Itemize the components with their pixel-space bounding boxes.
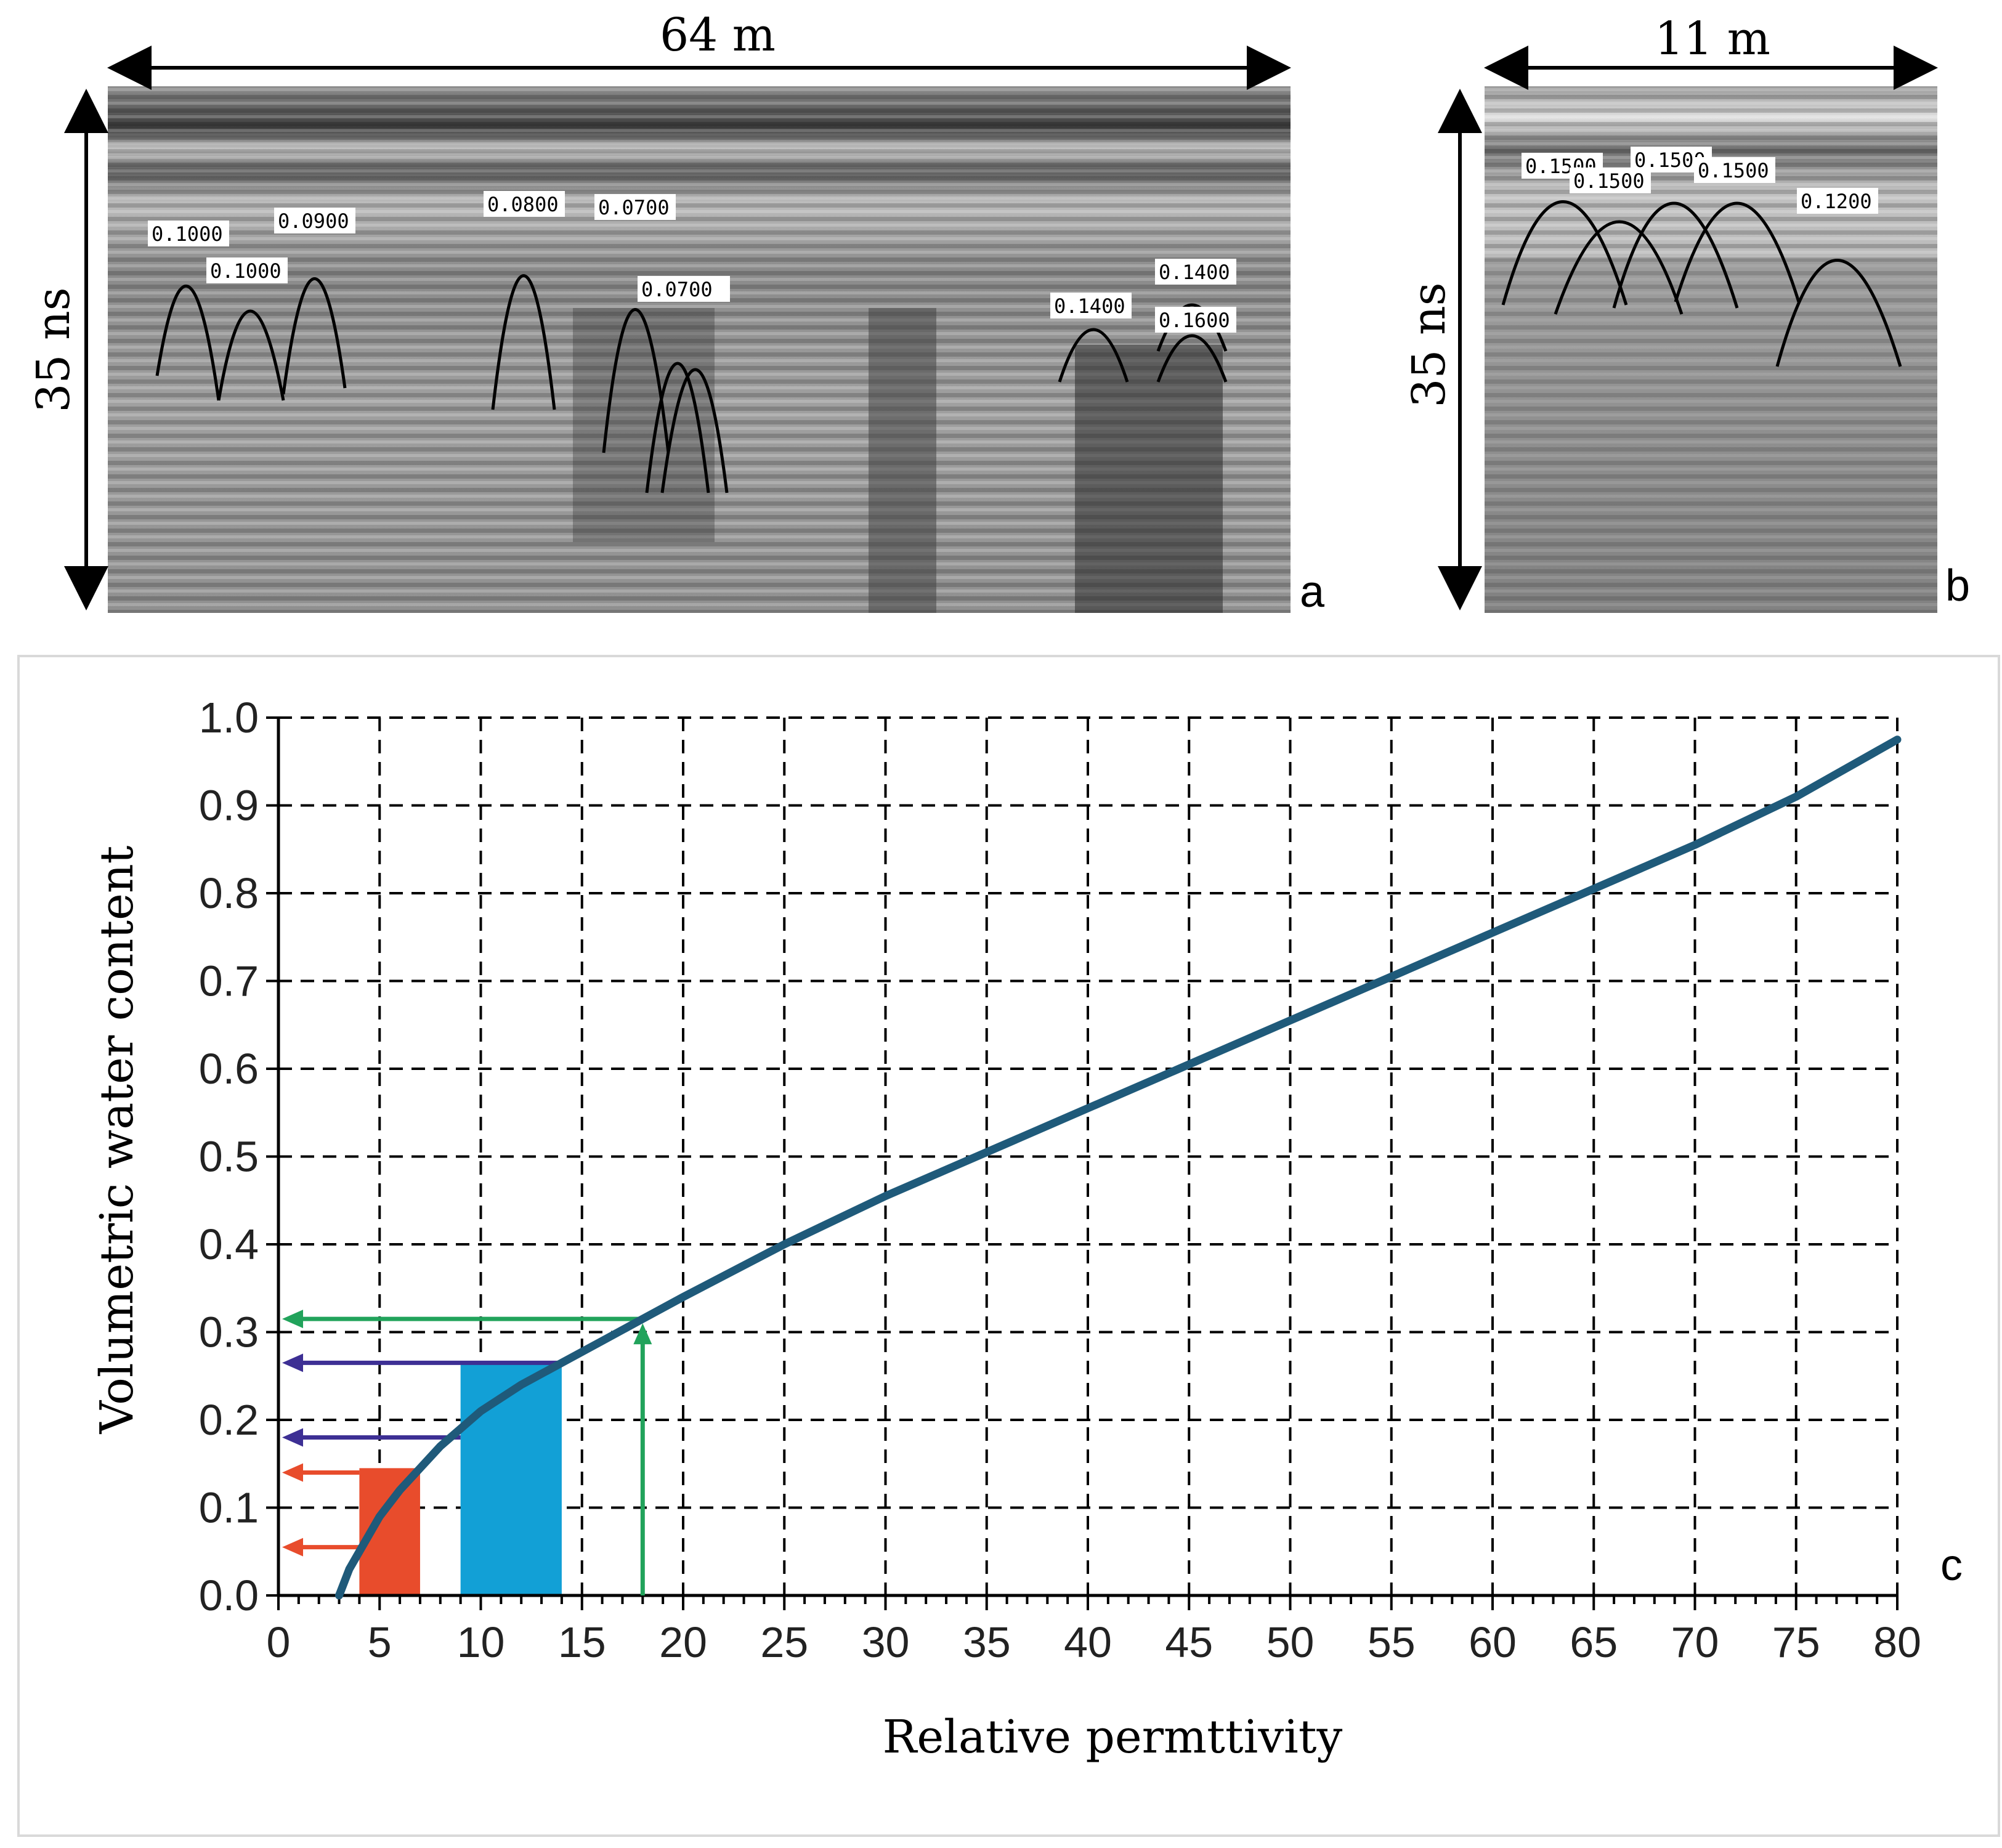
label-box xyxy=(484,191,565,217)
x-tick-label: 65 xyxy=(1570,1618,1618,1666)
water-content-chart: 0 5 10 15 20 25 30 35 40 45 50 55 60 65 70 75 80 0.0 0.1 0.… xyxy=(199,694,1921,1666)
label-box xyxy=(594,194,676,220)
x-tick-label: 0 xyxy=(267,1618,291,1666)
label-box xyxy=(1155,307,1236,333)
x-tick-label: 20 xyxy=(659,1618,707,1666)
x-tick-label: 60 xyxy=(1469,1618,1517,1666)
radargram-noise-zone xyxy=(869,308,936,613)
label-box xyxy=(638,276,730,302)
x-tick-label: 35 xyxy=(963,1618,1011,1666)
hyperbola-label: 0.1000 xyxy=(210,259,282,283)
y-tick-label: 0.0 xyxy=(199,1571,259,1619)
hyperbola-fits xyxy=(1501,200,1902,367)
hyperbola-label: 0.1500 xyxy=(1634,148,1706,172)
y-tick-label: 0.3 xyxy=(199,1308,259,1356)
hyperbola-labels-b: 0.1500 0.1500 0.1500 0.1500 0.1200 xyxy=(1522,147,1878,214)
y-tick-label: 0.2 xyxy=(199,1396,259,1444)
y-tick-label: 0.9 xyxy=(199,782,259,830)
hyperbola xyxy=(602,308,670,453)
x-tick-label: 70 xyxy=(1671,1618,1719,1666)
shaded-permittivity-range xyxy=(460,1363,562,1595)
hyperbola xyxy=(1501,200,1628,306)
y-tick-label: 0.8 xyxy=(199,869,259,917)
hyperbola xyxy=(1674,201,1801,302)
panel-letter: c xyxy=(1940,1541,1963,1590)
x-tick-label: 45 xyxy=(1165,1618,1213,1666)
label-box xyxy=(1694,157,1775,183)
x-tick-label: 25 xyxy=(760,1618,808,1666)
x-tick-label: 15 xyxy=(558,1618,606,1666)
height-label: 35 ns xyxy=(27,287,80,412)
hyperbola xyxy=(1775,259,1902,367)
width-label: 64 m xyxy=(660,9,776,62)
x-tick-label: 10 xyxy=(457,1618,505,1666)
x-tick-label: 5 xyxy=(368,1618,392,1666)
y-tick-label: 0.7 xyxy=(199,957,259,1005)
water-content-curve xyxy=(335,736,1902,1600)
panel-a: 64 m 35 ns a 0.1000 0.1000 0.0900 0.0 xyxy=(27,9,1325,617)
arrowhead xyxy=(633,1323,652,1345)
label-box xyxy=(1797,188,1878,214)
arrowhead xyxy=(282,1538,303,1557)
radargram-noise-zone xyxy=(1075,345,1223,613)
x-tick-label: 30 xyxy=(862,1618,910,1666)
hyperbola-label: 0.0700 xyxy=(598,196,670,219)
hyperbola xyxy=(660,368,729,493)
hyperbola xyxy=(1612,201,1739,309)
hyperbola-label: 0.1500 xyxy=(1573,169,1645,193)
arrowhead xyxy=(282,1310,303,1329)
x-tick-label: 40 xyxy=(1064,1618,1112,1666)
x-tick-label: 75 xyxy=(1772,1618,1820,1666)
hyperbola xyxy=(1554,220,1684,315)
y-tick-label: 1.0 xyxy=(199,694,259,742)
y-tick-label: 0.5 xyxy=(199,1133,259,1181)
width-label: 11 m xyxy=(1655,12,1770,65)
hyperbola xyxy=(1058,328,1129,383)
y-tick-label: 0.6 xyxy=(199,1045,259,1093)
panel-letter: b xyxy=(1945,561,1970,610)
y-axis-label: Volumetric water content xyxy=(91,845,144,1434)
hyperbola xyxy=(1156,334,1228,383)
label-box xyxy=(1155,259,1236,285)
hyperbola xyxy=(217,309,285,401)
hyperbola xyxy=(491,274,556,410)
hyperbola-label: 0.0900 xyxy=(278,209,349,233)
x-tick-label: 55 xyxy=(1368,1618,1416,1666)
panel-letter: a xyxy=(1300,567,1325,617)
panel-b: 11 m 35 ns b 0.1500 0.1500 0.1500 0.1500… xyxy=(1403,12,1970,613)
hyperbola xyxy=(155,285,221,401)
hyperbola-label: 0.1000 xyxy=(152,222,223,246)
panel-c: 0 5 10 15 20 25 30 35 40 45 50 55 60 65 70 75 80 0.0 0.1 0.… xyxy=(17,655,2000,1837)
hyperbola xyxy=(645,362,710,493)
hyperbola-label: 0.0800 xyxy=(487,193,559,216)
arrowhead xyxy=(282,1463,303,1482)
hyperbola-labels-a: 0.1000 0.1000 0.0900 0.0800 0.0700 0.070… xyxy=(148,191,1236,333)
hyperbola-label: 0.1500 xyxy=(1698,159,1769,182)
hyperbola xyxy=(282,277,347,395)
x-tick-label: 50 xyxy=(1266,1618,1315,1666)
x-axis-label: Relative permttivity xyxy=(883,1711,1343,1764)
height-label: 35 ns xyxy=(1403,282,1456,407)
radargram-noise-zone xyxy=(1485,259,1937,613)
label-box xyxy=(206,257,288,283)
arrowhead xyxy=(282,1428,303,1447)
x-tick-label: 80 xyxy=(1873,1618,1921,1666)
y-tick-label: 0.1 xyxy=(199,1484,259,1532)
hyperbola-label: 0.1600 xyxy=(1159,309,1230,332)
label-box xyxy=(1050,293,1132,318)
label-box xyxy=(148,221,229,246)
hyperbola-label: 0.0700 xyxy=(641,278,713,301)
hyperbola-label: 0.1400 xyxy=(1054,294,1125,318)
hyperbola-label: 0.1400 xyxy=(1159,261,1230,284)
arrowhead xyxy=(282,1353,303,1372)
y-tick-label: 0.4 xyxy=(199,1220,259,1268)
hyperbola-label: 0.1200 xyxy=(1801,190,1872,213)
hyperbola-fits xyxy=(155,274,1228,493)
radargram-noise-zone xyxy=(573,308,715,542)
label-box xyxy=(274,208,355,233)
